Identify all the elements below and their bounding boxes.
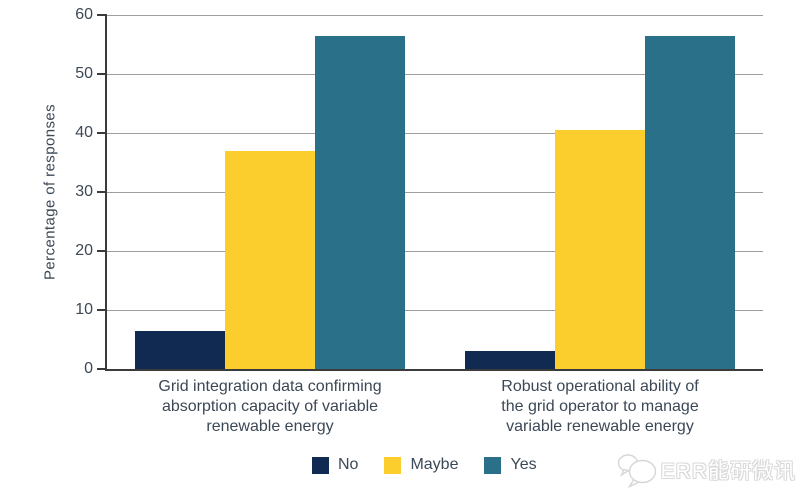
legend-swatch-maybe <box>384 456 402 474</box>
x-category-label-line: Robust operational ability of <box>501 378 699 395</box>
y-tick-10 <box>97 309 107 311</box>
plot-area: 0 10 20 30 40 50 60 <box>75 6 763 377</box>
gridline-60 <box>107 14 763 16</box>
gridline-20 <box>107 250 763 252</box>
bar-group-1 <box>135 35 405 369</box>
chat-bubbles-icon <box>617 454 656 489</box>
legend-swatch-yes <box>484 456 502 474</box>
x-category-label-2: Robust operational ability of the grid op… <box>440 377 760 437</box>
y-tick-label-60: 60 <box>75 6 93 23</box>
y-tick-30 <box>97 191 107 193</box>
y-tick-50 <box>97 73 107 75</box>
y-tick-label-0: 0 <box>84 360 93 377</box>
y-tick-label-10: 10 <box>75 301 93 318</box>
bar-maybe-group1 <box>225 150 315 369</box>
y-tick-label-30: 30 <box>75 183 93 200</box>
legend-item-yes: Yes <box>484 456 537 474</box>
gridline-40 <box>107 132 763 134</box>
bar-no-group2 <box>465 351 555 369</box>
y-tick-0 <box>97 368 107 370</box>
gridline-10 <box>107 309 763 311</box>
legend-label-no: No <box>338 456 359 473</box>
legend-item-no: No <box>312 456 358 474</box>
x-category-label-1: Grid integration data confirming absorpti… <box>110 377 430 437</box>
gridline-50 <box>107 73 763 75</box>
y-tick-label-20: 20 <box>75 242 93 259</box>
y-tick-20 <box>97 250 107 252</box>
y-tick-40 <box>97 132 107 134</box>
x-category-label-line: Grid integration data confirming <box>158 378 382 395</box>
legend-label-maybe: Maybe <box>410 456 459 473</box>
gridline-30 <box>107 191 763 193</box>
bar-no-group1 <box>135 330 225 369</box>
legend-swatch-no <box>312 456 329 474</box>
legend: No Maybe Yes <box>312 456 537 474</box>
bar-group-2 <box>465 35 735 369</box>
x-category-label-line: absorption capacity of variable <box>161 398 379 415</box>
watermark: ERR能研微讯 <box>616 450 796 490</box>
legend-item-maybe: Maybe <box>384 456 458 474</box>
x-category-label-line: renewable energy <box>206 418 334 435</box>
legend-label-yes: Yes <box>510 456 537 473</box>
y-tick-label-50: 50 <box>75 65 93 82</box>
x-category-label-line: the grid operator to manage <box>501 398 699 415</box>
bar-maybe-group2 <box>555 130 645 369</box>
watermark-text: ERR能研微讯 <box>660 460 796 483</box>
bar-yes-group2 <box>645 35 735 369</box>
bar-yes-group1 <box>315 35 405 369</box>
y-tick-label-40: 40 <box>75 124 93 141</box>
y-tick-60 <box>97 14 107 16</box>
x-category-label-line: variable renewable energy <box>506 418 694 435</box>
